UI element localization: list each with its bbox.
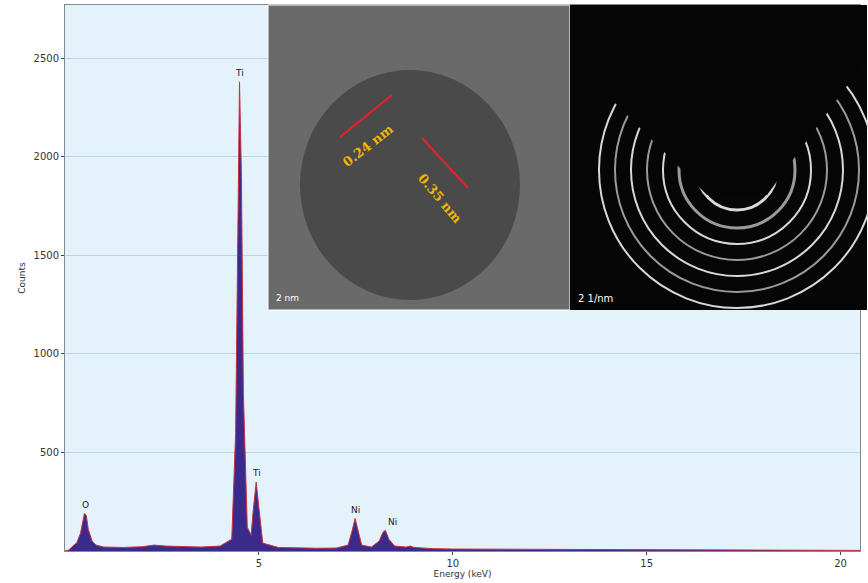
svg-text:2000: 2000: [34, 151, 59, 162]
svg-text:0.24 nm: 0.24 nm: [340, 121, 396, 170]
svg-text:500: 500: [40, 447, 59, 458]
svg-text:Energy (keV): Energy (keV): [434, 569, 492, 579]
svg-text:2500: 2500: [34, 53, 59, 64]
svg-text:Ti: Ti: [252, 468, 261, 478]
svg-text:2 nm: 2 nm: [276, 293, 299, 303]
svg-text:0.35 nm: 0.35 nm: [415, 171, 465, 226]
svg-text:20: 20: [834, 558, 847, 569]
svg-text:Ni: Ni: [388, 517, 397, 527]
svg-text:1000: 1000: [34, 348, 59, 359]
svg-text:O: O: [82, 500, 89, 510]
svg-text:Ni: Ni: [351, 505, 360, 515]
svg-text:Counts: Counts: [17, 262, 27, 294]
svg-text:5: 5: [256, 558, 262, 569]
svg-text:1500: 1500: [34, 250, 59, 261]
svg-text:10: 10: [446, 558, 459, 569]
svg-text:15: 15: [640, 558, 653, 569]
svg-text:Ti: Ti: [235, 68, 244, 78]
svg-text:2 1/nm: 2 1/nm: [578, 293, 613, 304]
